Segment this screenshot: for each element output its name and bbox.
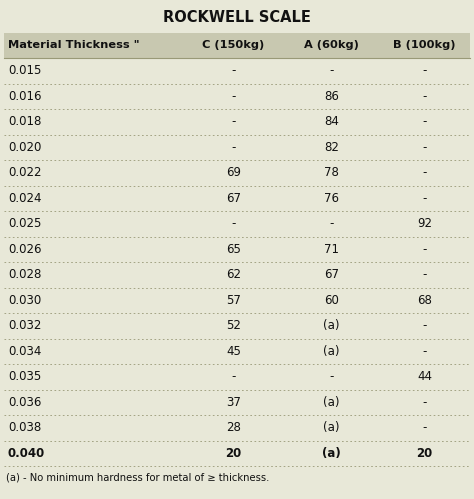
Text: 44: 44	[417, 370, 432, 383]
Text: 69: 69	[226, 166, 241, 179]
Text: -: -	[231, 141, 236, 154]
Text: -: -	[329, 370, 334, 383]
Text: A (60kg): A (60kg)	[304, 40, 359, 50]
Bar	[4, 287, 470, 313]
Text: 52: 52	[226, 319, 241, 332]
Text: 62: 62	[226, 268, 241, 281]
Text: 20: 20	[417, 447, 433, 460]
Text: -: -	[422, 243, 427, 256]
Text: 0.025: 0.025	[8, 217, 41, 230]
Text: 0.032: 0.032	[8, 319, 41, 332]
Text: ROCKWELL SCALE: ROCKWELL SCALE	[163, 10, 311, 25]
Text: B (100kg): B (100kg)	[393, 40, 456, 50]
Text: 0.040: 0.040	[8, 447, 45, 460]
Text: 0.036: 0.036	[8, 396, 41, 409]
Text: (a): (a)	[323, 345, 339, 358]
Text: 0.028: 0.028	[8, 268, 41, 281]
Bar	[4, 160, 470, 186]
Text: -: -	[329, 64, 334, 77]
Text: 67: 67	[324, 268, 339, 281]
Text: 20: 20	[225, 447, 242, 460]
Text: (a): (a)	[323, 421, 339, 434]
Text: -: -	[422, 268, 427, 281]
Text: 67: 67	[226, 192, 241, 205]
Text: 0.026: 0.026	[8, 243, 41, 256]
Text: 0.038: 0.038	[8, 421, 41, 434]
Text: 0.015: 0.015	[8, 64, 41, 77]
Text: 0.020: 0.020	[8, 141, 41, 154]
Text: 0.030: 0.030	[8, 294, 41, 307]
Text: -: -	[422, 345, 427, 358]
Bar	[4, 364, 470, 390]
Bar	[4, 313, 470, 338]
Text: -: -	[422, 64, 427, 77]
Bar	[4, 262, 470, 287]
Bar	[4, 441, 470, 466]
Text: -: -	[422, 421, 427, 434]
Text: C (150kg): C (150kg)	[202, 40, 264, 50]
Bar	[4, 83, 470, 109]
Text: -: -	[422, 166, 427, 179]
Text: -: -	[231, 370, 236, 383]
Text: 0.022: 0.022	[8, 166, 41, 179]
Text: 84: 84	[324, 115, 339, 128]
Text: 68: 68	[417, 294, 432, 307]
Text: 0.024: 0.024	[8, 192, 41, 205]
Text: 60: 60	[324, 294, 339, 307]
Bar	[4, 390, 470, 415]
Text: (a): (a)	[322, 447, 341, 460]
Text: 0.034: 0.034	[8, 345, 41, 358]
Text: -: -	[422, 90, 427, 103]
Text: -: -	[231, 217, 236, 230]
Bar	[4, 186, 470, 211]
Text: 76: 76	[324, 192, 339, 205]
Text: 0.016: 0.016	[8, 90, 41, 103]
Text: 37: 37	[226, 396, 241, 409]
Text: 65: 65	[226, 243, 241, 256]
Text: -: -	[231, 115, 236, 128]
Text: 0.018: 0.018	[8, 115, 41, 128]
Bar	[4, 58, 470, 83]
Bar	[4, 338, 470, 364]
Text: (a): (a)	[323, 319, 339, 332]
Bar	[4, 415, 470, 441]
Bar	[4, 211, 470, 237]
Bar	[4, 135, 470, 160]
Text: -: -	[329, 217, 334, 230]
Text: -: -	[422, 141, 427, 154]
Bar	[4, 33, 470, 58]
Text: -: -	[422, 192, 427, 205]
Text: Material Thickness ": Material Thickness "	[8, 40, 139, 50]
Text: -: -	[231, 64, 236, 77]
Text: -: -	[422, 115, 427, 128]
Text: -: -	[231, 90, 236, 103]
Bar	[4, 109, 470, 135]
Text: -: -	[422, 319, 427, 332]
Text: 28: 28	[226, 421, 241, 434]
Text: 0.035: 0.035	[8, 370, 41, 383]
Text: 86: 86	[324, 90, 339, 103]
Text: 71: 71	[324, 243, 339, 256]
Text: -: -	[422, 396, 427, 409]
Text: 45: 45	[226, 345, 241, 358]
Text: 57: 57	[226, 294, 241, 307]
Text: 92: 92	[417, 217, 432, 230]
Text: 82: 82	[324, 141, 339, 154]
Bar	[4, 237, 470, 262]
Text: 78: 78	[324, 166, 339, 179]
Text: (a) - No minimum hardness for metal of ≥ thickness.: (a) - No minimum hardness for metal of ≥…	[6, 472, 270, 482]
Text: (a): (a)	[323, 396, 339, 409]
